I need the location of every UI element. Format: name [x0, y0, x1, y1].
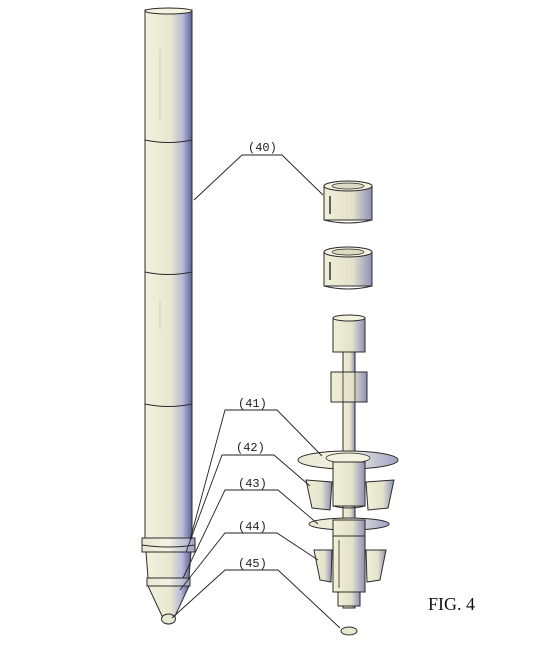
label-40: (40): [248, 141, 277, 155]
upper-cone-right: [365, 479, 395, 511]
tube-joint-3: [144, 403, 193, 407]
upper-cone-left: [305, 479, 333, 511]
figure-caption: FIG. 4: [428, 594, 476, 614]
rod-collar: [330, 371, 368, 403]
tube-joint-1: [144, 139, 193, 143]
label-45: (45): [238, 557, 267, 571]
label-43: (43): [238, 477, 267, 491]
tube-lower-section: [145, 551, 192, 579]
leader-lines: [171, 154, 341, 629]
bottom-tip: [340, 626, 358, 636]
tube-tip: [147, 585, 190, 617]
lower-cone-left: [313, 549, 333, 583]
leader-41: [189, 409, 323, 541]
label-41: (41): [238, 397, 267, 411]
lower-body-block: [332, 535, 366, 593]
label-44: (44): [238, 520, 267, 534]
rod-top-cap: [332, 314, 366, 353]
leader-42: [185, 454, 311, 553]
tube-top-cap: [144, 7, 193, 15]
label-42: (42): [236, 441, 265, 455]
tube-ring: [146, 577, 191, 587]
lower-cone-right: [365, 549, 387, 583]
tube-collar-edge: [141, 544, 196, 548]
upper-body-block: [332, 461, 366, 509]
leader-43: [182, 489, 319, 579]
sleeve-upper: [323, 180, 373, 224]
bottom-fitting: [337, 591, 361, 607]
tube-tip-end: [161, 613, 176, 625]
leader-40: [193, 154, 324, 201]
middle-ring: [308, 517, 390, 537]
exploded-components: [297, 180, 399, 636]
leader-45: [171, 569, 341, 629]
tube-joint-2: [144, 271, 193, 275]
leader-44: [179, 532, 319, 591]
sleeve-lower: [323, 246, 373, 290]
assembled-tube: [141, 7, 196, 625]
upper-wing-ring: [297, 450, 399, 470]
